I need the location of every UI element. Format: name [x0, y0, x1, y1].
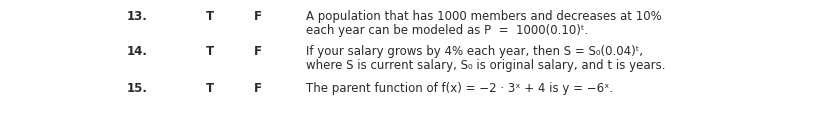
Text: F: F	[254, 82, 261, 95]
Text: If your salary grows by 4% each year, then S = S₀(0.04)ᵗ,: If your salary grows by 4% each year, th…	[306, 45, 643, 58]
Text: 15.: 15.	[127, 82, 148, 95]
Text: each year can be modeled as P  =  1000(0.10)ᵗ.: each year can be modeled as P = 1000(0.1…	[306, 24, 587, 37]
Text: 14.: 14.	[127, 45, 148, 58]
Text: where S is current salary, S₀ is original salary, and t is years.: where S is current salary, S₀ is origina…	[306, 59, 665, 72]
Text: T: T	[206, 10, 214, 23]
Text: T: T	[206, 82, 214, 95]
Text: F: F	[254, 10, 261, 23]
Text: The parent function of f(x) = −2 · 3ˣ + 4 is y = −6ˣ.: The parent function of f(x) = −2 · 3ˣ + …	[306, 82, 612, 95]
Text: A population that has 1000 members and decreases at 10%: A population that has 1000 members and d…	[306, 10, 661, 23]
Text: 13.: 13.	[127, 10, 148, 23]
Text: F: F	[254, 45, 261, 58]
Text: T: T	[206, 45, 214, 58]
